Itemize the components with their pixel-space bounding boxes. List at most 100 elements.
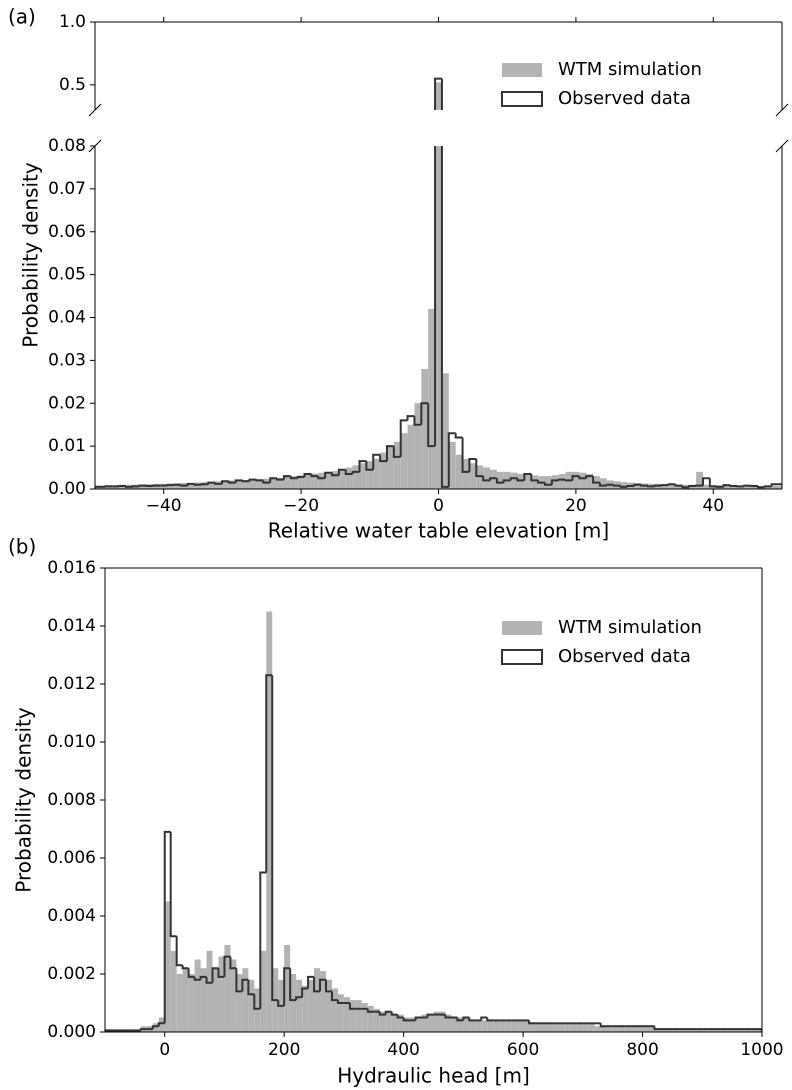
bar bbox=[290, 974, 297, 1032]
bar bbox=[720, 1029, 727, 1032]
bar bbox=[386, 446, 394, 489]
bar bbox=[352, 465, 360, 489]
y-tick-label: 0.012 bbox=[47, 674, 96, 694]
step bbox=[426, 1013, 434, 1018]
bar bbox=[325, 471, 333, 489]
legend-swatch bbox=[501, 91, 543, 107]
step bbox=[310, 473, 319, 478]
bar bbox=[380, 452, 387, 489]
bar bbox=[435, 146, 442, 489]
bar bbox=[297, 475, 305, 489]
step bbox=[667, 483, 676, 486]
step bbox=[187, 968, 195, 978]
step bbox=[313, 976, 321, 993]
bar bbox=[702, 1029, 709, 1032]
step bbox=[276, 478, 284, 481]
bar bbox=[385, 1011, 392, 1032]
bar bbox=[304, 474, 312, 489]
step bbox=[217, 968, 225, 978]
bar bbox=[708, 1029, 715, 1032]
bar bbox=[302, 985, 309, 1032]
step bbox=[262, 480, 271, 484]
step bbox=[324, 979, 332, 993]
bar bbox=[435, 82, 442, 110]
step bbox=[255, 479, 264, 482]
step bbox=[193, 483, 202, 486]
bar bbox=[164, 901, 171, 1032]
step bbox=[331, 472, 339, 477]
step bbox=[223, 955, 231, 977]
step bbox=[486, 1017, 494, 1022]
step bbox=[468, 1017, 476, 1022]
step bbox=[390, 1011, 398, 1016]
bar bbox=[641, 483, 649, 489]
step bbox=[427, 403, 436, 448]
step bbox=[248, 478, 257, 482]
step bbox=[138, 484, 147, 487]
bar bbox=[222, 480, 229, 489]
step bbox=[385, 445, 394, 462]
bar bbox=[490, 469, 497, 489]
bar bbox=[714, 1029, 721, 1032]
bar bbox=[428, 308, 436, 489]
step bbox=[454, 433, 463, 439]
step bbox=[277, 1000, 285, 1007]
step bbox=[571, 475, 580, 481]
step bbox=[743, 484, 752, 487]
bar bbox=[445, 1014, 452, 1032]
y-tick-label: 0.04 bbox=[48, 308, 86, 328]
step bbox=[307, 975, 315, 989]
step bbox=[269, 477, 278, 483]
x-tick-label: 800 bbox=[626, 1040, 658, 1060]
y-tick-label: 0.02 bbox=[48, 393, 86, 413]
bar bbox=[331, 988, 338, 1032]
step bbox=[399, 419, 408, 457]
step bbox=[461, 437, 470, 473]
y-tick-label: 0.00 bbox=[48, 479, 86, 499]
bar bbox=[249, 479, 257, 489]
bar bbox=[524, 474, 532, 489]
x-axis-label: Relative water table elevation [m] bbox=[268, 519, 609, 543]
bar bbox=[511, 1020, 518, 1032]
x-tick-label: 1000 bbox=[740, 1040, 783, 1060]
step bbox=[550, 479, 559, 485]
bar bbox=[158, 1017, 165, 1032]
bar bbox=[457, 1017, 464, 1032]
bar bbox=[284, 945, 291, 1032]
bar bbox=[558, 1023, 565, 1032]
bar bbox=[576, 1023, 583, 1032]
x-axis-label: Hydraulic head [m] bbox=[337, 1064, 530, 1088]
y-tick-label: 1.0 bbox=[59, 12, 86, 32]
bar bbox=[505, 1020, 512, 1032]
step bbox=[444, 1014, 452, 1019]
bar bbox=[551, 475, 559, 489]
step bbox=[633, 483, 642, 486]
bar bbox=[230, 959, 237, 1032]
bar bbox=[732, 1029, 739, 1032]
step bbox=[653, 484, 662, 487]
bar bbox=[290, 476, 298, 489]
step bbox=[336, 1000, 344, 1004]
bar bbox=[535, 1023, 542, 1032]
step bbox=[468, 457, 477, 472]
legend-swatch bbox=[502, 621, 542, 635]
step bbox=[585, 475, 594, 479]
bar bbox=[730, 485, 738, 489]
bar bbox=[194, 959, 201, 1032]
bar bbox=[552, 1023, 559, 1032]
bar bbox=[441, 373, 449, 489]
bar bbox=[212, 968, 219, 1032]
x-tick-label: 0 bbox=[159, 1040, 170, 1060]
step bbox=[592, 476, 600, 484]
x-tick-label: −20 bbox=[283, 496, 319, 516]
bar bbox=[586, 473, 594, 489]
bar bbox=[481, 1020, 488, 1032]
bar bbox=[332, 470, 339, 489]
bar bbox=[343, 997, 350, 1032]
step bbox=[105, 1029, 111, 1032]
step bbox=[214, 482, 223, 485]
step bbox=[179, 484, 188, 487]
bar bbox=[675, 484, 683, 489]
bar bbox=[314, 968, 321, 1032]
